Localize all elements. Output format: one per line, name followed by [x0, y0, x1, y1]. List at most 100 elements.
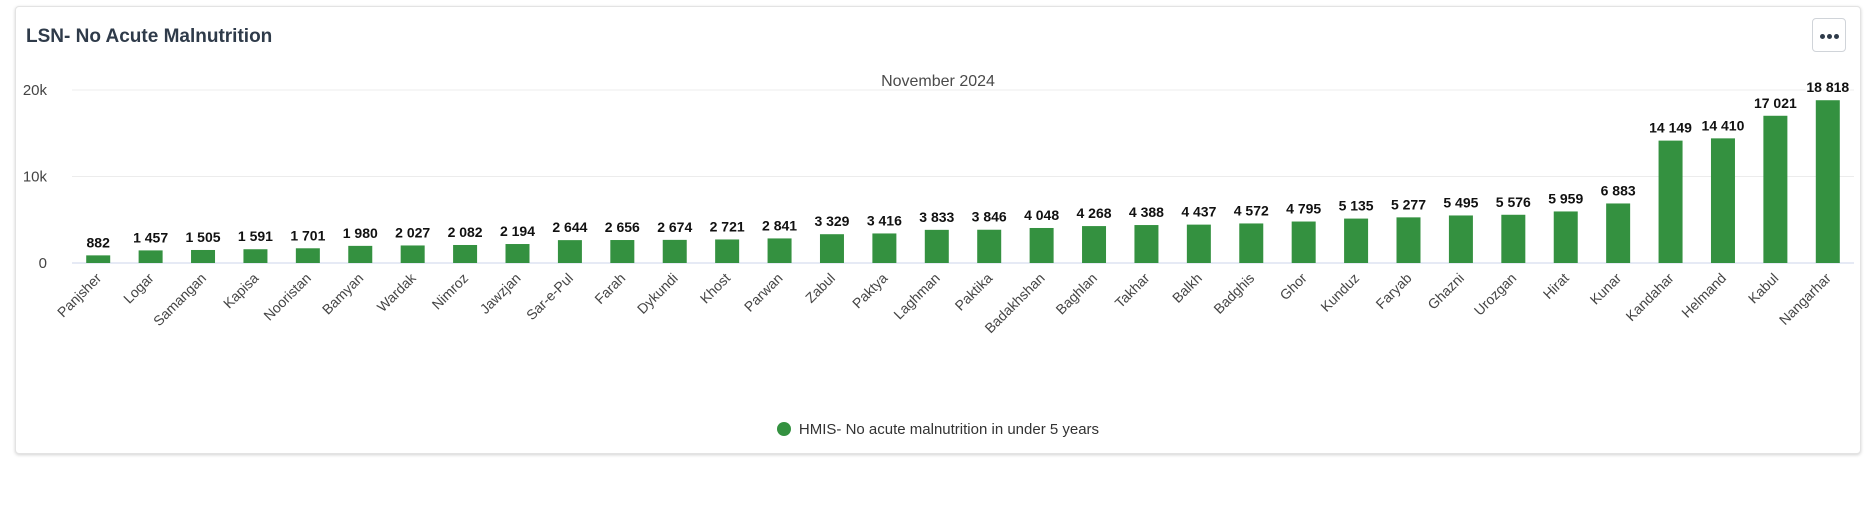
data-label: 2 644: [552, 219, 587, 235]
bar: [1448, 215, 1473, 263]
data-label: 1 591: [238, 228, 273, 244]
x-tick-label: Kunduz: [1317, 270, 1362, 315]
bar: [1710, 138, 1735, 263]
bar: [662, 239, 687, 263]
bar: [1186, 224, 1211, 263]
more-options-button[interactable]: [1812, 18, 1846, 52]
x-tick-label: Wardak: [374, 269, 420, 315]
data-label: 14 410: [1702, 117, 1745, 133]
legend-label: HMIS- No acute malnutrition in under 5 y…: [798, 421, 1100, 438]
more-horizontal-icon-dot: [1834, 34, 1839, 39]
x-tick-label: Helmand: [1678, 270, 1729, 321]
x-tick-label: Takhar: [1112, 270, 1153, 311]
data-label: 18 818: [1806, 79, 1849, 95]
data-label: 5 495: [1443, 194, 1478, 210]
x-tick-label: Nimroz: [429, 270, 472, 313]
data-label: 14 149: [1649, 120, 1692, 136]
data-label: 5 277: [1391, 196, 1426, 212]
bar: [400, 245, 425, 263]
x-tick-label: Baghlan: [1052, 270, 1100, 318]
data-label: 4 388: [1129, 204, 1164, 220]
bar: [1658, 140, 1683, 263]
x-tick-label: Dykundi: [634, 270, 681, 317]
bar: [610, 240, 635, 263]
x-tick-label: Samangan: [150, 270, 209, 329]
bar: [348, 245, 373, 263]
data-label: 3 329: [814, 213, 849, 229]
bar: [1082, 226, 1107, 263]
more-horizontal-icon: [1820, 34, 1825, 39]
x-tick-label: Logar: [120, 270, 157, 307]
x-tick-label: Nangarhar: [1776, 270, 1834, 328]
data-label: 1 980: [343, 225, 378, 241]
bar: [1606, 203, 1631, 263]
bar: [1501, 214, 1526, 263]
bar-chart: 0 10k 20k 882 Panjsher 1 457 Logar 1 505 Samanga…: [23, 78, 1854, 336]
data-label: 2 674: [657, 219, 692, 235]
bar: [295, 248, 320, 263]
bar: [1134, 225, 1159, 263]
data-label: 5 576: [1496, 194, 1531, 210]
bar: [453, 244, 478, 263]
data-label: 3 833: [919, 209, 954, 225]
x-tick-label: Kabul: [1745, 270, 1782, 307]
bar: [243, 249, 268, 263]
bar: [1291, 221, 1316, 263]
data-label: 2 841: [762, 217, 797, 233]
bar: [1553, 211, 1578, 263]
x-tick-label: Kunar: [1587, 270, 1625, 308]
x-tick-label: Badghis: [1210, 270, 1257, 317]
x-tick-label: Panjsher: [54, 270, 105, 321]
data-label: 4 437: [1181, 204, 1216, 220]
bar: [1815, 100, 1840, 263]
x-tick-label: Urozgan: [1471, 270, 1520, 319]
legend[interactable]: HMIS- No acute malnutrition in under 5 y…: [16, 421, 1860, 438]
bar: [86, 255, 111, 263]
chart-card: LSN- No Acute Malnutrition November 2024…: [15, 6, 1861, 454]
data-label: 6 883: [1601, 182, 1636, 198]
bar: [1396, 217, 1421, 263]
bar: [715, 239, 740, 263]
bar: [924, 229, 949, 263]
x-tick-label: Bamyan: [319, 270, 367, 318]
bar: [1763, 115, 1788, 264]
x-tick-label: Faryab: [1372, 270, 1414, 312]
x-tick-label: Laghman: [890, 270, 943, 323]
chart-subtitle: November 2024: [881, 73, 995, 90]
x-tick-label: Ghor: [1276, 270, 1310, 304]
data-label: 5 959: [1548, 190, 1583, 206]
y-tick-label: 20k: [23, 82, 48, 99]
x-tick-label: Nooristan: [260, 270, 314, 324]
y-tick-label: 0: [39, 255, 47, 272]
data-label: 2 027: [395, 224, 430, 240]
data-label: 882: [87, 234, 111, 250]
data-label: 2 082: [448, 224, 483, 240]
chart-card-title: LSN- No Acute Malnutrition: [26, 26, 273, 47]
bar: [505, 244, 530, 263]
x-tick-label: Paktya: [849, 270, 891, 312]
more-horizontal-icon-dot: [1827, 34, 1832, 39]
bar: [138, 250, 163, 263]
x-tick-label: Hirat: [1540, 270, 1572, 302]
x-tick-label: Ghazni: [1424, 270, 1467, 313]
legend-marker: [776, 422, 791, 436]
x-tick-label: Kandahar: [1622, 270, 1676, 324]
bar: [977, 229, 1002, 263]
x-tick-label: Jawzjan: [477, 270, 524, 317]
data-label: 4 795: [1286, 201, 1321, 217]
x-tick-label: Balkh: [1169, 270, 1205, 306]
data-label: 17 021: [1754, 95, 1797, 111]
bar: [872, 233, 897, 263]
bar: [1239, 223, 1264, 263]
data-label: 2 194: [500, 223, 535, 239]
bar: [819, 234, 844, 263]
data-label: 3 416: [867, 212, 902, 228]
data-label: 1 457: [133, 229, 168, 245]
bar: [557, 240, 582, 263]
data-label: 4 048: [1024, 207, 1059, 223]
x-tick-label: Farah: [591, 270, 628, 307]
data-label: 3 846: [972, 209, 1007, 225]
x-tick-label: Paktika: [952, 270, 996, 314]
y-tick-label: 10k: [23, 169, 48, 186]
data-label: 5 135: [1339, 198, 1374, 214]
